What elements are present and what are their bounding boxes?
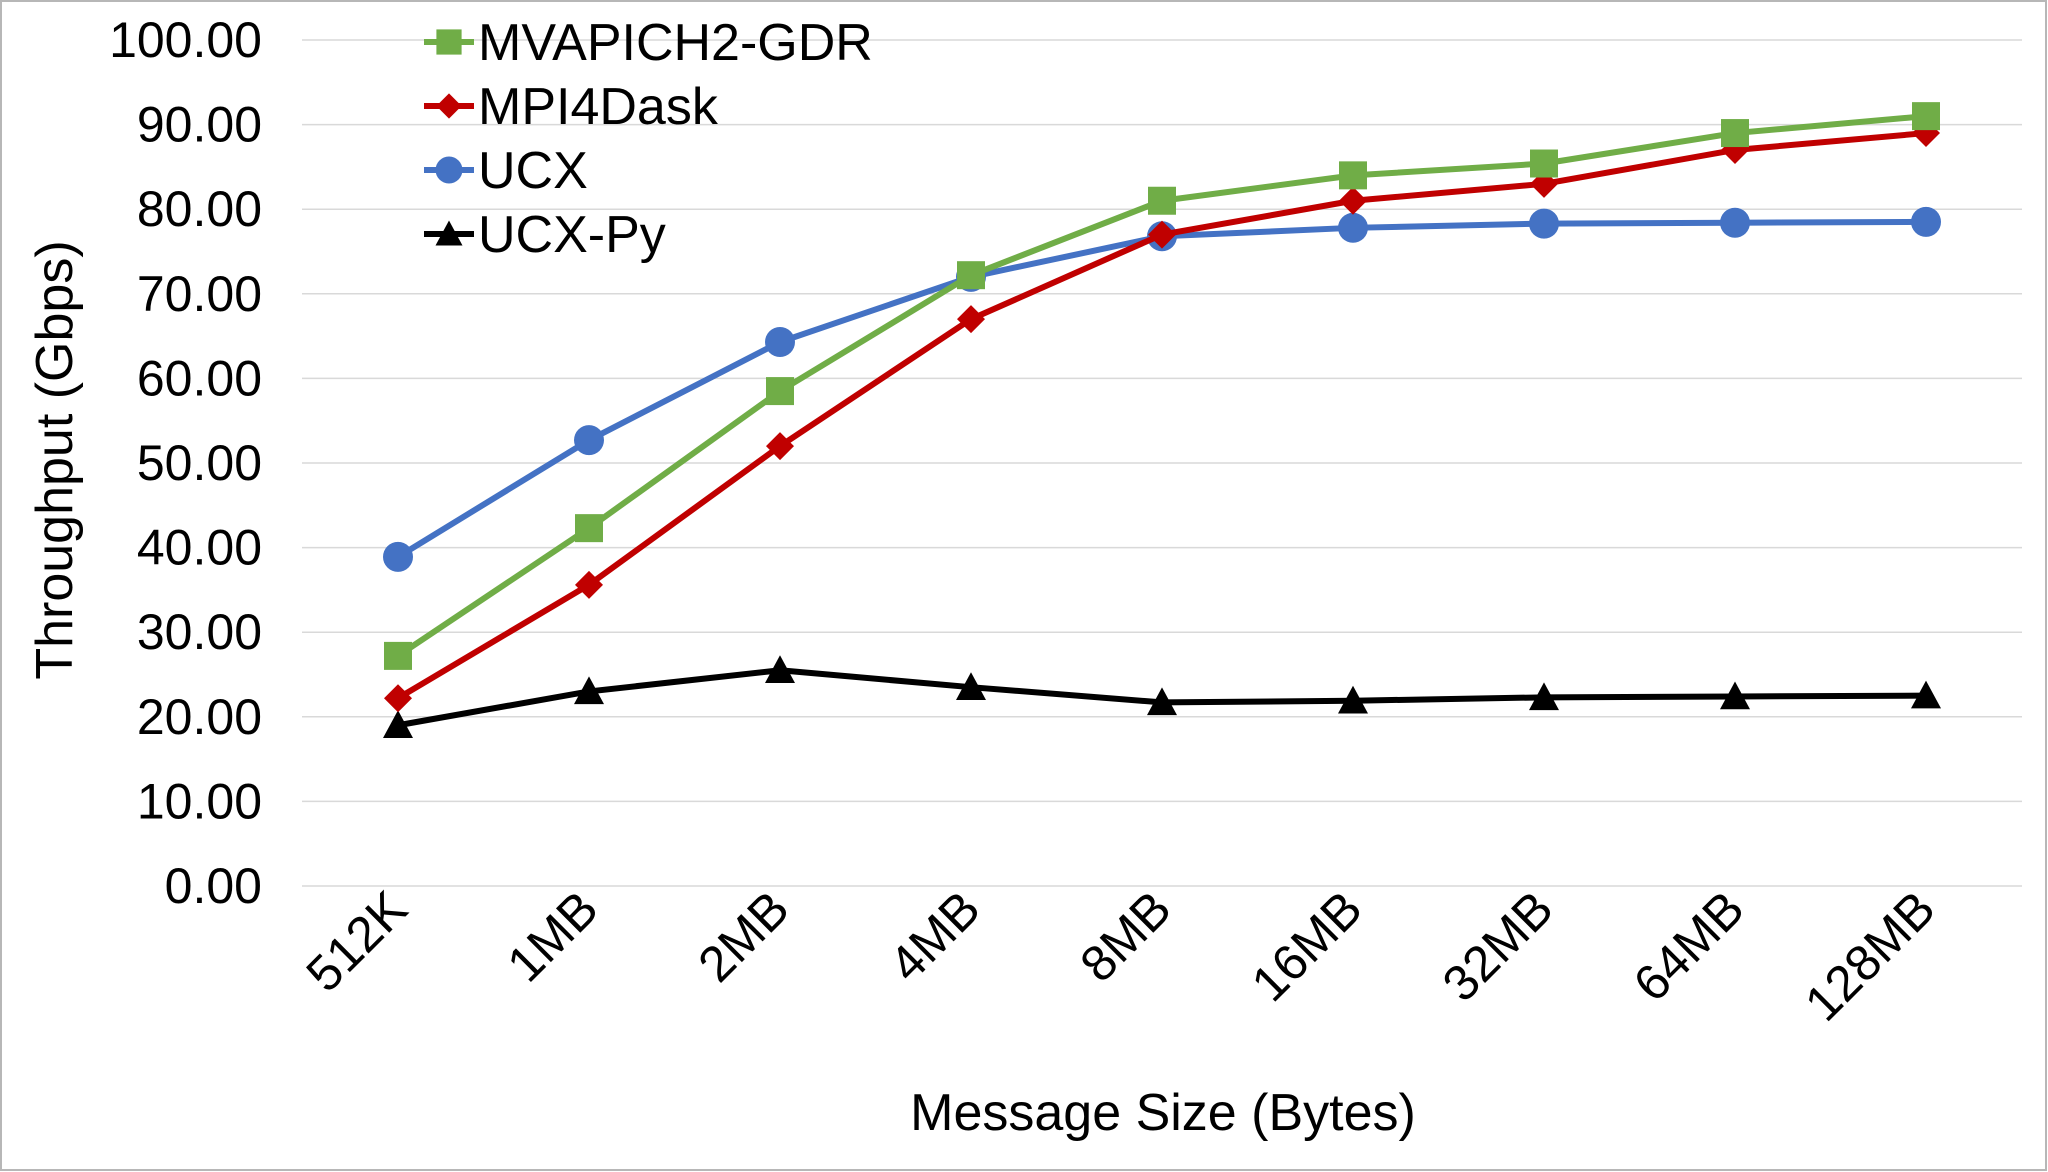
data-point xyxy=(574,676,604,705)
series-lines xyxy=(383,102,1941,739)
data-point xyxy=(383,710,413,739)
y-tick-label: 100.00 xyxy=(109,12,262,68)
series-mvapich2-gdr xyxy=(384,102,1940,670)
y-tick-label: 40.00 xyxy=(137,520,262,576)
data-point xyxy=(1148,220,1176,249)
data-point xyxy=(575,514,603,543)
legend-item: UCX xyxy=(424,142,588,200)
legend-marker-icon xyxy=(436,93,462,119)
legend-item: MPI4Dask xyxy=(424,78,719,136)
data-point xyxy=(1147,687,1177,716)
legend-label: UCX-Py xyxy=(478,206,666,264)
series-mpi4dask xyxy=(384,119,1940,713)
y-tick-label: 90.00 xyxy=(137,97,262,153)
x-axis-label: Message Size (Bytes) xyxy=(910,1084,1416,1142)
data-point xyxy=(765,655,795,684)
data-point xyxy=(1338,685,1368,714)
data-point xyxy=(957,305,985,334)
data-point xyxy=(1148,186,1176,215)
data-point xyxy=(766,432,794,461)
y-tick-label: 70.00 xyxy=(137,266,262,322)
data-point xyxy=(1911,206,1941,237)
y-axis-label: Throughput (Gbps) xyxy=(26,240,84,679)
data-point xyxy=(1721,119,1749,148)
y-tick-label: 10.00 xyxy=(137,773,262,829)
y-tick-label: 0.00 xyxy=(165,858,262,914)
data-point xyxy=(766,377,794,406)
legend-marker-icon xyxy=(435,156,463,184)
legend-item: UCX-Py xyxy=(424,206,666,264)
data-point xyxy=(765,327,795,358)
data-point xyxy=(384,684,412,713)
data-point xyxy=(1912,102,1940,131)
legend-marker-icon xyxy=(435,220,463,246)
y-tick-label: 20.00 xyxy=(137,689,262,745)
y-tick-label: 50.00 xyxy=(137,435,262,491)
legend-label: MVAPICH2-GDR xyxy=(478,14,873,72)
y-axis-ticks: 0.00 10.00 20.00 30.00 40.00 50.00 60.00 70.00 8… xyxy=(109,12,262,914)
data-point xyxy=(1338,212,1368,243)
data-point xyxy=(1529,682,1559,711)
y-tick-label: 80.00 xyxy=(137,181,262,237)
data-point xyxy=(1530,149,1558,178)
y-tick-label: 60.00 xyxy=(137,350,262,406)
data-point xyxy=(1339,186,1367,215)
data-point xyxy=(575,570,603,599)
data-point xyxy=(1911,680,1941,709)
data-point xyxy=(956,672,986,700)
data-point xyxy=(1720,681,1750,710)
data-point xyxy=(1339,161,1367,190)
data-point xyxy=(574,425,604,456)
data-point xyxy=(384,641,412,670)
data-point xyxy=(957,261,985,290)
legend-marker-icon xyxy=(436,29,462,55)
legend-label: UCX xyxy=(478,142,588,200)
legend-item: MVAPICH2-GDR xyxy=(424,14,873,72)
data-point xyxy=(383,541,413,572)
legend-label: MPI4Dask xyxy=(478,78,719,136)
legend: MVAPICH2-GDR MPI4Dask UCX UCX-Py xyxy=(424,14,873,264)
y-tick-label: 30.00 xyxy=(137,604,262,660)
data-point xyxy=(1529,208,1559,239)
data-point xyxy=(1720,207,1750,238)
series-ucx-py xyxy=(383,655,1941,739)
